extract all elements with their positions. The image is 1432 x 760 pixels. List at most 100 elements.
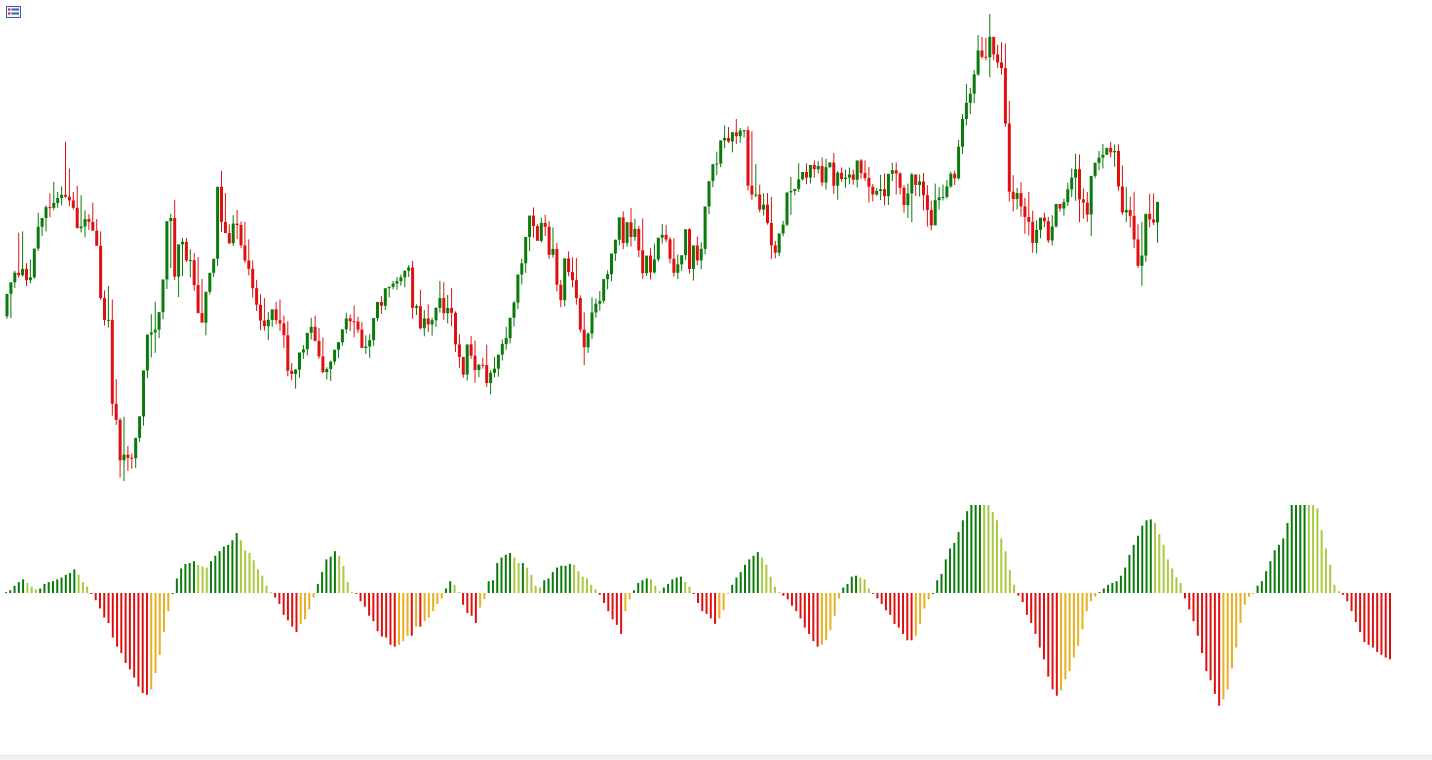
histogram-bar — [116, 593, 119, 647]
candle-body — [941, 196, 945, 198]
candle — [1120, 165, 1124, 215]
histogram-bar — [1013, 584, 1016, 593]
candle — [457, 334, 461, 368]
oscillator-histogram-chart[interactable] — [0, 473, 1432, 755]
candle-body — [828, 162, 832, 168]
candle — [890, 162, 894, 182]
candle — [571, 257, 574, 288]
candle — [204, 291, 208, 336]
candle — [181, 238, 184, 276]
candle — [247, 239, 251, 276]
window-list-icon[interactable] — [6, 6, 21, 18]
candle-body — [988, 36, 992, 58]
candle-body — [48, 207, 52, 209]
histogram-bar — [594, 589, 597, 593]
candle — [1007, 101, 1011, 202]
candle-body — [961, 118, 964, 147]
histogram-bar — [333, 551, 336, 593]
candle-body — [95, 230, 99, 246]
candle — [223, 193, 227, 234]
histogram-bar — [906, 593, 909, 641]
candle — [820, 157, 824, 187]
candle-body — [1027, 216, 1031, 222]
histogram-bar — [1072, 593, 1075, 658]
candle-body — [762, 204, 766, 210]
histogram-bar — [581, 576, 584, 593]
candle-body — [75, 207, 79, 229]
candle — [949, 171, 953, 188]
candle-body — [313, 326, 317, 341]
candle-body — [660, 234, 664, 238]
candle — [660, 223, 664, 244]
histogram-bar — [778, 592, 781, 594]
histogram-bar — [1359, 593, 1362, 633]
candle — [652, 243, 656, 274]
candle-body — [99, 245, 103, 299]
candle — [816, 161, 820, 174]
histogram-bar — [1094, 593, 1097, 597]
candle — [103, 290, 106, 326]
histogram-bar — [167, 593, 170, 612]
histogram-bar — [1017, 593, 1020, 596]
histogram-bar — [265, 585, 268, 593]
candle-body — [617, 217, 621, 240]
histogram-bar — [1196, 593, 1199, 636]
histogram-bar — [346, 582, 349, 593]
candle-body — [1105, 147, 1109, 155]
histogram-bar — [453, 584, 456, 593]
histogram-bar — [235, 533, 238, 593]
candle — [294, 368, 298, 389]
histogram-bar — [556, 567, 559, 593]
candle — [1156, 201, 1159, 243]
candle — [75, 186, 79, 229]
candle-body — [555, 248, 559, 285]
histogram-bar — [385, 593, 388, 638]
candle-body — [56, 197, 60, 203]
candle-body — [457, 344, 461, 358]
candle — [333, 349, 337, 365]
candle — [547, 221, 551, 259]
histogram-bar — [1226, 593, 1229, 690]
candle — [512, 300, 516, 327]
histogram-bar — [889, 593, 892, 615]
candle — [1144, 213, 1148, 262]
histogram-bar — [1043, 593, 1045, 660]
histogram-bar — [210, 561, 213, 593]
candle-body — [255, 288, 259, 305]
candle-body — [1007, 123, 1011, 192]
candle — [40, 218, 44, 236]
histogram-bar — [1367, 593, 1370, 645]
candle — [964, 83, 968, 126]
candle — [235, 209, 239, 240]
candle — [360, 321, 364, 348]
candle-body — [262, 320, 266, 327]
histogram-bar — [1124, 567, 1127, 593]
candle-body — [890, 170, 894, 174]
candle-body — [535, 226, 539, 241]
histogram-bar — [192, 561, 195, 593]
candle — [832, 153, 836, 194]
candle — [633, 218, 637, 241]
histogram-bar — [98, 593, 101, 609]
candle-body — [364, 346, 368, 348]
histogram-bar — [1350, 593, 1353, 612]
chart-bottom-border — [0, 755, 1432, 760]
histogram-bar — [466, 593, 469, 613]
histogram-bar — [598, 593, 601, 595]
price-candlestick-chart[interactable] — [0, 0, 1432, 505]
candle-body — [715, 163, 719, 165]
candle — [290, 363, 294, 381]
candle-body — [208, 272, 212, 292]
histogram-bar — [1295, 486, 1298, 593]
candle-body — [32, 248, 36, 278]
candle-body — [461, 357, 465, 375]
candle — [114, 379, 118, 425]
histogram-bar — [867, 588, 870, 593]
candle — [1042, 212, 1046, 228]
histogram-bar — [739, 572, 742, 593]
candle-body — [879, 189, 883, 191]
histogram-bar — [1047, 593, 1050, 677]
histogram-bar — [299, 593, 302, 624]
candle — [664, 224, 668, 243]
histogram-bar — [227, 544, 230, 593]
